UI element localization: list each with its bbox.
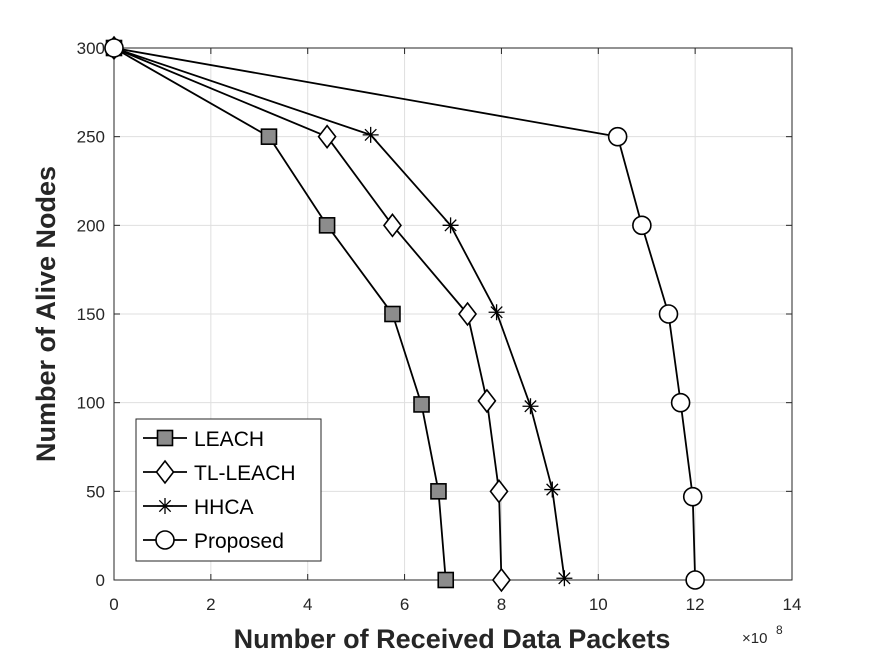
x-tick-label: 14 [783, 595, 802, 614]
data-point-circle [632, 215, 652, 236]
x-exponent-power: 8 [776, 623, 783, 637]
data-point-square [384, 305, 401, 323]
series-proposed [104, 38, 705, 590]
y-tick-label: 50 [86, 482, 105, 501]
x-tick-label: 8 [497, 595, 506, 614]
legend: LEACH TL-LEACH HHCA Proposed [135, 418, 322, 562]
legend-marker-asterisk [157, 498, 173, 514]
y-axis-label: Number of Alive Nodes [31, 166, 61, 462]
x-tick-label: 10 [589, 595, 608, 614]
x-tick-label: 12 [686, 595, 705, 614]
data-point-asterisk [556, 570, 573, 587]
legend-item: LEACH [143, 428, 264, 451]
data-point-diamond [317, 124, 337, 149]
legend-label: Proposed [194, 530, 284, 553]
data-point-circle [104, 38, 124, 58]
x-tick-label: 4 [303, 595, 312, 614]
series-leach [105, 39, 455, 589]
y-tick-label: 100 [77, 394, 105, 413]
data-point-asterisk [442, 217, 459, 234]
data-point-circle [607, 126, 628, 147]
series-group [104, 35, 705, 593]
ticks: 0 2 4 6 8 10 12 14 0 50 100 150 200 250 300 [77, 39, 802, 614]
legend-label: TL-LEACH [194, 462, 296, 485]
y-tick-label: 150 [77, 305, 105, 324]
x-axis-label: Number of Received Data Packets [234, 624, 671, 654]
legend-item: HHCA [143, 496, 254, 519]
data-point-circle [658, 304, 679, 324]
legend-item: Proposed [143, 530, 284, 553]
series-hhca [106, 40, 573, 587]
legend-marker-square [156, 429, 174, 447]
data-point-square [260, 128, 278, 145]
legend-marker-circle [155, 530, 175, 550]
data-point-square [437, 571, 455, 589]
data-point-circle [682, 486, 703, 507]
x-exponent-base: ×10 [742, 630, 767, 647]
x-tick-label: 6 [400, 595, 409, 614]
legend-item: TL-LEACH [143, 459, 296, 485]
x-tick-label: 0 [109, 595, 118, 614]
y-tick-label: 300 [77, 39, 105, 58]
data-point-asterisk [522, 398, 539, 415]
data-point-asterisk [544, 481, 561, 498]
y-tick-label: 0 [96, 571, 105, 590]
data-point-diamond [491, 567, 511, 593]
legend-label: LEACH [194, 428, 264, 451]
data-point-circle [670, 392, 691, 413]
data-point-square [318, 217, 336, 234]
legend-label: HHCA [194, 496, 254, 519]
data-point-diamond [489, 479, 509, 504]
data-point-diamond [477, 388, 497, 414]
data-point-square [413, 396, 430, 413]
data-point-square [430, 483, 447, 500]
data-point-asterisk [488, 304, 505, 321]
data-point-diamond [458, 301, 478, 327]
x-tick-label: 2 [206, 595, 215, 614]
data-point-diamond [382, 213, 402, 238]
data-point-asterisk [362, 126, 379, 143]
legend-marker-diamond [155, 459, 175, 485]
data-point-circle [685, 570, 705, 590]
y-tick-label: 250 [77, 128, 105, 147]
y-tick-label: 200 [77, 216, 105, 235]
